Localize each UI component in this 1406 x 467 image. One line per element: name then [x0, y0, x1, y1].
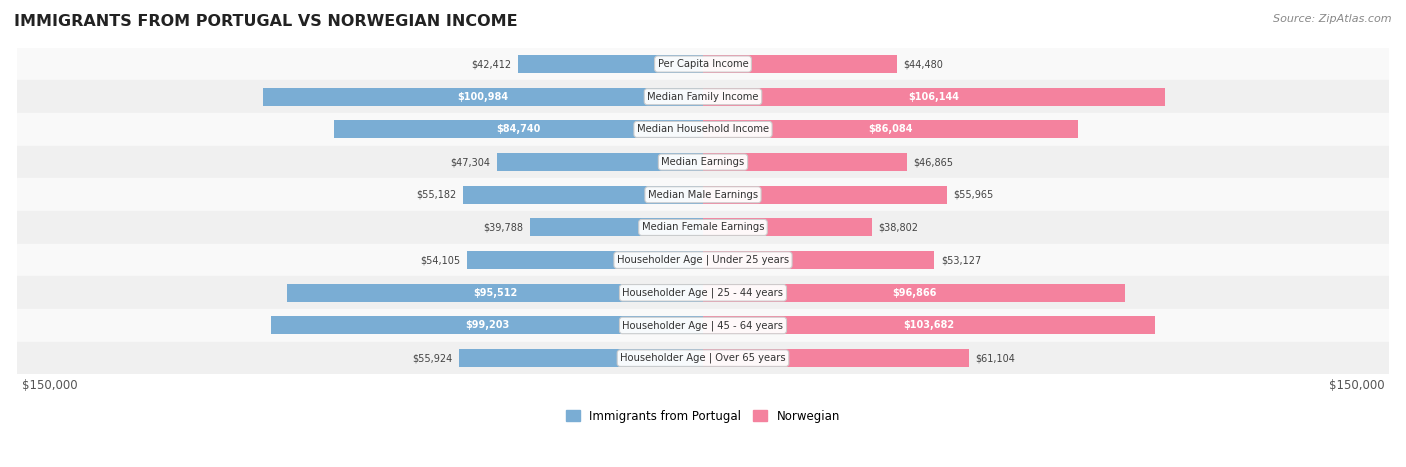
Bar	[703, 153, 907, 171]
Text: $44,480: $44,480	[903, 59, 943, 69]
Text: Median Household Income: Median Household Income	[637, 124, 769, 134]
Bar	[263, 88, 703, 106]
Text: $106,144: $106,144	[908, 92, 960, 102]
Text: $100,984: $100,984	[457, 92, 509, 102]
Text: $103,682: $103,682	[903, 320, 955, 331]
Bar	[703, 349, 969, 367]
Bar	[496, 153, 703, 171]
Text: Source: ZipAtlas.com: Source: ZipAtlas.com	[1274, 14, 1392, 24]
Bar	[333, 120, 703, 138]
Text: $84,740: $84,740	[496, 124, 541, 134]
Text: $47,304: $47,304	[450, 157, 491, 167]
Text: Median Male Earnings: Median Male Earnings	[648, 190, 758, 200]
Text: $61,104: $61,104	[976, 353, 1015, 363]
Bar	[17, 146, 1389, 178]
Text: $55,965: $55,965	[953, 190, 994, 200]
Bar	[460, 349, 703, 367]
Text: $39,788: $39,788	[484, 222, 523, 233]
Bar	[17, 80, 1389, 113]
Bar	[703, 55, 897, 73]
Bar	[17, 276, 1389, 309]
Bar	[17, 211, 1389, 244]
Bar	[463, 186, 703, 204]
Bar	[703, 219, 872, 236]
Text: $54,105: $54,105	[420, 255, 461, 265]
Bar	[703, 186, 946, 204]
Bar	[17, 48, 1389, 80]
Text: Householder Age | Over 65 years: Householder Age | Over 65 years	[620, 353, 786, 363]
Bar	[287, 284, 703, 302]
Text: $55,924: $55,924	[412, 353, 453, 363]
Legend: Immigrants from Portugal, Norwegian: Immigrants from Portugal, Norwegian	[561, 405, 845, 427]
Bar	[271, 317, 703, 334]
Text: $42,412: $42,412	[471, 59, 512, 69]
Bar	[17, 113, 1389, 146]
Bar	[17, 244, 1389, 276]
Text: $99,203: $99,203	[465, 320, 509, 331]
Bar	[703, 251, 935, 269]
Bar	[519, 55, 703, 73]
Text: $55,182: $55,182	[416, 190, 456, 200]
Bar	[703, 120, 1078, 138]
Bar	[17, 178, 1389, 211]
Text: $96,866: $96,866	[891, 288, 936, 298]
Text: $46,865: $46,865	[914, 157, 953, 167]
Bar	[530, 219, 703, 236]
Text: $38,802: $38,802	[879, 222, 918, 233]
Text: $95,512: $95,512	[472, 288, 517, 298]
Text: Per Capita Income: Per Capita Income	[658, 59, 748, 69]
Bar	[703, 317, 1154, 334]
Bar	[17, 309, 1389, 342]
Text: Householder Age | Under 25 years: Householder Age | Under 25 years	[617, 255, 789, 265]
Bar	[703, 88, 1166, 106]
Bar	[703, 284, 1125, 302]
Bar	[17, 342, 1389, 375]
Bar	[467, 251, 703, 269]
Text: Median Family Income: Median Family Income	[647, 92, 759, 102]
Text: Householder Age | 45 - 64 years: Householder Age | 45 - 64 years	[623, 320, 783, 331]
Text: Median Female Earnings: Median Female Earnings	[641, 222, 765, 233]
Text: Householder Age | 25 - 44 years: Householder Age | 25 - 44 years	[623, 288, 783, 298]
Text: IMMIGRANTS FROM PORTUGAL VS NORWEGIAN INCOME: IMMIGRANTS FROM PORTUGAL VS NORWEGIAN IN…	[14, 14, 517, 29]
Text: $86,084: $86,084	[869, 124, 912, 134]
Text: Median Earnings: Median Earnings	[661, 157, 745, 167]
Text: $53,127: $53,127	[941, 255, 981, 265]
